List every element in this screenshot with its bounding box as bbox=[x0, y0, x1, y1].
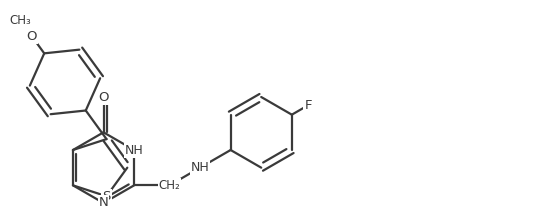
Text: O: O bbox=[27, 30, 37, 43]
Text: S: S bbox=[103, 190, 111, 203]
Text: CH₃: CH₃ bbox=[9, 14, 31, 27]
Text: CH₂: CH₂ bbox=[159, 179, 180, 192]
Text: F: F bbox=[304, 99, 312, 112]
Text: NH: NH bbox=[125, 144, 144, 157]
Text: N: N bbox=[99, 196, 108, 209]
Text: O: O bbox=[98, 91, 109, 103]
Text: NH: NH bbox=[191, 161, 209, 174]
